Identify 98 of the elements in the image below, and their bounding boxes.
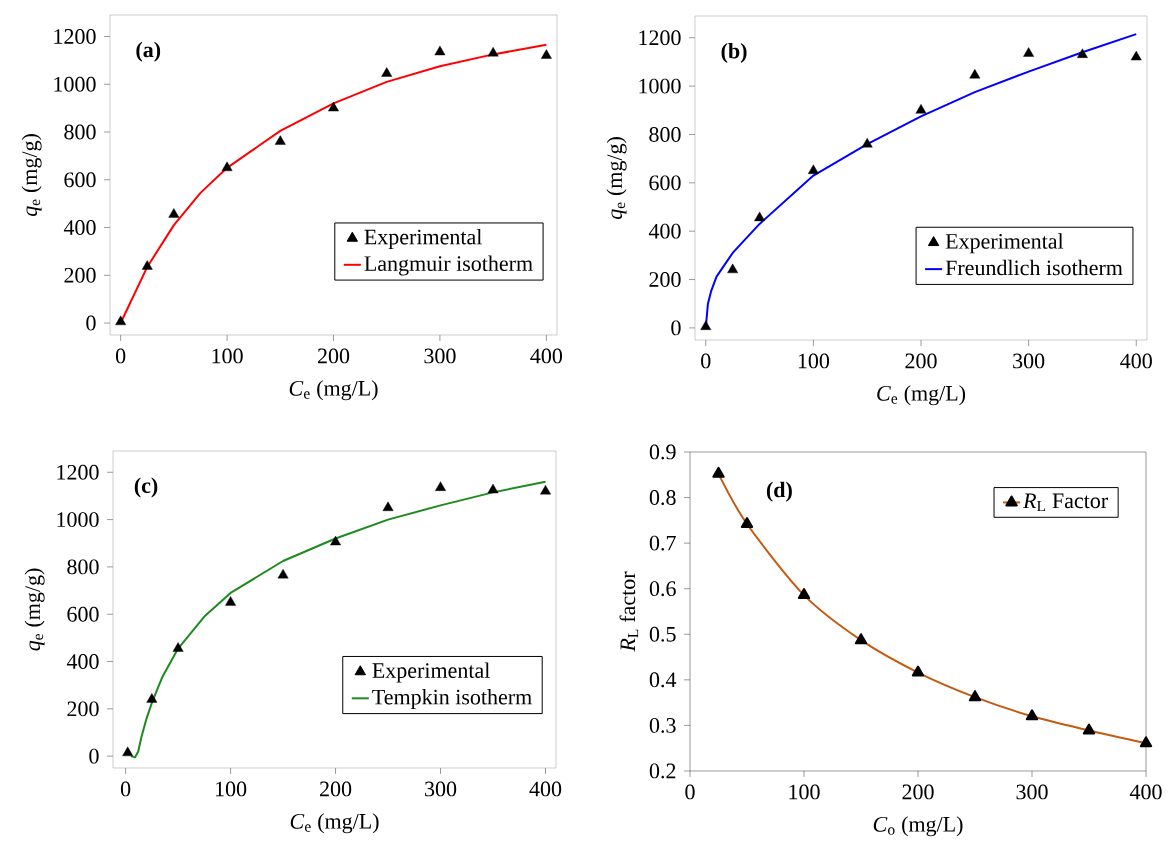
y-axis-title: R$_{L}$ factor <box>619 571 639 652</box>
y-tick-label: 0 <box>671 320 681 336</box>
x-tick-label: 400 <box>1120 353 1152 369</box>
x-tick-label: 400 <box>1129 784 1162 800</box>
y-tick-label: 0.7 <box>649 535 676 551</box>
point <box>727 263 739 274</box>
point <box>115 315 127 326</box>
point <box>1077 48 1088 58</box>
legend-label: Experimental <box>372 662 490 683</box>
x-axis-title: C$_{o}$ (mg/L) <box>873 816 963 837</box>
point <box>861 137 873 148</box>
annotation: (b) <box>721 42 747 63</box>
x-tick-label: 300 <box>1013 353 1045 369</box>
x-tick-label: 400 <box>530 348 563 364</box>
legend-label: Experimental <box>364 228 482 249</box>
legend-label: Tempkin isotherm <box>372 689 532 709</box>
y-tick-label: 0.9 <box>649 444 676 460</box>
y-tick-label: 400 <box>648 223 681 239</box>
x-tick-label: 200 <box>320 781 352 797</box>
point <box>754 211 765 222</box>
y-tick-label: 800 <box>649 127 681 142</box>
point <box>382 501 394 511</box>
y-tick-label: 800 <box>64 124 96 140</box>
point <box>225 596 236 606</box>
y-tick-label: 0.5 <box>649 626 676 642</box>
x-tick-label: 100 <box>789 784 820 800</box>
point <box>487 47 499 57</box>
y-axis-title: q$_{e}$ (mg/g) <box>24 568 45 651</box>
point <box>172 642 184 652</box>
y-axis-title: q$_{e}$ (mg/g) <box>21 134 42 217</box>
y-tick-label: 0 <box>89 748 99 764</box>
point <box>122 746 134 757</box>
point <box>328 101 339 112</box>
y-tick-label: 1200 <box>54 29 96 44</box>
point <box>434 45 446 56</box>
annotation: (d) <box>766 481 792 502</box>
x-tick-label: 0 <box>685 784 695 800</box>
point <box>1130 50 1142 61</box>
y-tick-label: 400 <box>63 220 96 235</box>
point <box>700 320 712 330</box>
point <box>487 483 499 494</box>
x-tick-label: 300 <box>1016 784 1048 800</box>
y-tick-label: 200 <box>67 701 99 717</box>
legend-label: Freundlich isotherm <box>945 259 1123 276</box>
y-tick-label: 0.4 <box>649 672 677 688</box>
x-tick-label: 200 <box>905 353 937 369</box>
x-tick-label: 100 <box>212 348 243 364</box>
point <box>435 481 446 491</box>
y-tick-label: 0.3 <box>649 717 676 733</box>
y-tick-label: 1200 <box>57 464 99 480</box>
y-tick-label: 0.6 <box>649 581 676 597</box>
y-axis-title: q$_{e}$ (mg/g) <box>606 137 627 220</box>
y-tick-label: 800 <box>67 559 99 575</box>
y-tick-label: 200 <box>64 267 96 283</box>
point <box>540 485 551 495</box>
y-tick-label: 0 <box>86 315 96 331</box>
x-tick-label: 100 <box>216 781 247 797</box>
point <box>330 535 341 546</box>
x-tick-label: 0 <box>120 781 131 797</box>
point <box>540 49 552 59</box>
point <box>141 260 153 270</box>
x-tick-label: 400 <box>529 781 562 797</box>
point <box>274 135 286 145</box>
y-tick-label: 1000 <box>54 76 96 92</box>
point <box>807 164 819 174</box>
point <box>146 693 158 703</box>
legend-label: Langmuir isotherm <box>364 255 533 276</box>
y-tick-label: 1200 <box>639 30 681 46</box>
y-tick-label: 0.2 <box>649 763 676 779</box>
x-tick-label: 0 <box>701 353 711 369</box>
legend-label: R$_{L}$ Factor <box>1022 493 1108 512</box>
x-tick-label: 200 <box>902 784 934 800</box>
x-tick-label: 100 <box>798 353 830 369</box>
point <box>277 568 289 579</box>
point <box>915 104 927 114</box>
point <box>1023 47 1035 57</box>
point <box>221 161 233 172</box>
y-tick-label: 0.8 <box>649 490 676 506</box>
x-tick-label: 300 <box>424 348 456 364</box>
x-tick-label: 200 <box>317 348 350 364</box>
x-tick-label: 0 <box>115 348 126 364</box>
y-tick-label: 200 <box>649 272 681 287</box>
y-tick-label: 400 <box>66 654 99 669</box>
x-tick-label: 300 <box>425 781 457 797</box>
x-axis-title: C$_{e}$ (mg/L) <box>877 385 966 406</box>
y-tick-label: 600 <box>64 172 96 188</box>
point <box>969 69 981 79</box>
x-axis-title: C$_{e}$ (mg/L) <box>289 380 378 401</box>
legend-label: Experimental <box>945 233 1064 254</box>
y-tick-label: 600 <box>67 606 99 622</box>
point <box>168 208 180 218</box>
y-tick-label: 1000 <box>639 78 681 94</box>
annotation: (c) <box>134 477 158 498</box>
y-tick-label: 1000 <box>57 512 99 528</box>
point <box>381 67 393 77</box>
annotation: (a) <box>136 41 161 62</box>
y-tick-label: 600 <box>649 175 681 191</box>
x-axis-title: C$_{e}$ (mg/L) <box>290 813 379 834</box>
